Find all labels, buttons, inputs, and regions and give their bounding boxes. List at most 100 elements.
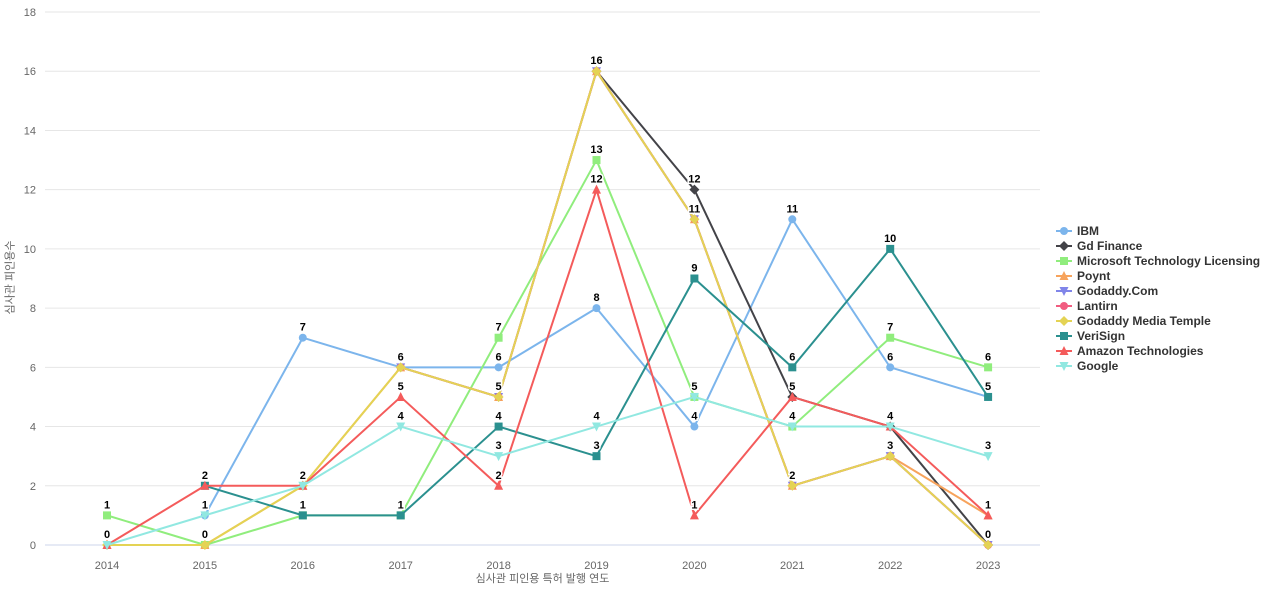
data-label: 2 — [789, 470, 795, 482]
legend-item-label: Microsoft Technology Licensing — [1077, 253, 1261, 268]
gd-finance-legend-marker-icon — [1056, 240, 1072, 251]
legend-item-google[interactable]: Google — [1056, 358, 1260, 373]
data-label: 5 — [789, 381, 795, 393]
data-label: 13 — [590, 144, 602, 156]
data-label: 5 — [691, 381, 697, 393]
series-marker-gd-finance — [689, 184, 700, 195]
x-tick-label: 2017 — [388, 560, 412, 572]
legend-item-label: Gd Finance — [1077, 238, 1143, 253]
legend-item-label: IBM — [1077, 223, 1099, 238]
legend-item-label: VeriSign — [1077, 328, 1126, 343]
series-marker-google — [494, 452, 504, 462]
y-tick-label: 18 — [24, 7, 36, 19]
data-label: 3 — [887, 440, 893, 452]
data-label: 0 — [985, 529, 991, 541]
data-label: 3 — [593, 440, 599, 452]
series-marker-godaddy-media-temple — [689, 214, 700, 225]
data-label: 4 — [887, 411, 894, 423]
series-marker-google — [298, 481, 308, 491]
series-line-microsoft-technology-licensing — [106, 159, 990, 546]
y-tick-label: 16 — [24, 66, 36, 78]
series-marker-ibm — [886, 363, 895, 372]
x-tick-label: 2018 — [486, 560, 510, 572]
data-label: 1 — [202, 499, 208, 511]
legend-item-label: Lantirn — [1077, 298, 1118, 313]
series-line-amazon-technologies — [106, 188, 990, 546]
legend-item-label: Godaddy Media Temple — [1077, 313, 1211, 328]
series-marker-ibm — [690, 422, 699, 431]
data-label: 4 — [691, 411, 698, 423]
godaddy-media-temple-legend-marker-icon — [1056, 315, 1072, 326]
series-marker-amazon-technologies — [592, 184, 601, 194]
series-marker-verisign — [592, 452, 601, 461]
legend-item-amazon-technologies[interactable]: Amazon Technologies — [1056, 343, 1260, 358]
legend-item-poynt[interactable]: Poynt — [1056, 268, 1260, 283]
legend-item-verisign[interactable]: VeriSign — [1056, 328, 1260, 343]
legend-item-gd-finance[interactable]: Gd Finance — [1056, 238, 1260, 253]
data-label: 5 — [398, 381, 404, 393]
series-marker-ibm — [788, 215, 797, 224]
legend-item-lantirn[interactable]: Lantirn — [1056, 298, 1260, 313]
data-label: 11 — [689, 203, 701, 215]
x-tick-label: 2014 — [95, 560, 119, 572]
legend-item-godaddy-com[interactable]: Godaddy.Com — [1056, 283, 1260, 298]
data-label: 7 — [496, 322, 502, 334]
google-legend-marker-icon — [1056, 361, 1072, 371]
poynt-legend-marker-icon — [1056, 270, 1072, 280]
series-marker-godaddy-media-temple — [885, 451, 896, 462]
series-marker-ibm — [298, 333, 307, 342]
ibm-legend-marker-icon — [1056, 226, 1072, 235]
x-axis-title: 심사관 피인용 특허 발행 연도 — [475, 573, 610, 585]
lantirn-legend-marker-icon — [1056, 301, 1072, 310]
data-label: 6 — [496, 351, 502, 363]
y-tick-label: 12 — [24, 185, 36, 197]
legend-item-microsoft-technology-licensing[interactable]: Microsoft Technology Licensing — [1056, 253, 1260, 268]
data-label: 2 — [300, 470, 306, 482]
series-marker-google — [102, 541, 112, 550]
data-label: 8 — [593, 292, 599, 304]
data-label: 0 — [202, 529, 208, 541]
data-label: 2 — [202, 470, 208, 482]
series-marker-verisign — [788, 363, 797, 372]
legend-item-label: Amazon Technologies — [1077, 343, 1204, 358]
data-label: 4 — [398, 411, 405, 423]
series-marker-amazon-technologies — [787, 391, 797, 401]
series-marker-godaddy-media-temple — [983, 540, 994, 550]
data-label: 4 — [593, 411, 600, 423]
series-line-verisign — [203, 247, 990, 517]
series-marker-microsoft-technology-licensing — [103, 511, 111, 520]
verisign-legend-marker-icon — [1056, 331, 1072, 340]
series-marker-godaddy-media-temple — [591, 66, 602, 77]
legend-item-label: Poynt — [1077, 268, 1111, 283]
y-tick-label: 0 — [30, 540, 36, 552]
series-marker-amazon-technologies — [396, 391, 406, 401]
series-marker-microsoft-technology-licensing — [592, 156, 601, 165]
godaddy-com-legend-marker-icon — [1056, 286, 1072, 296]
data-label: 1 — [300, 499, 306, 511]
legend: IBM Gd Finance Microsoft Technology Licens… — [1056, 223, 1260, 373]
series-marker-google — [787, 422, 797, 432]
legend-item-label: Google — [1077, 358, 1119, 373]
x-tick-label: 2022 — [878, 560, 902, 572]
data-label: 7 — [887, 322, 893, 334]
data-label: 1 — [104, 499, 110, 511]
data-label: 7 — [300, 322, 306, 334]
series-marker-godaddy-media-temple — [395, 362, 406, 373]
series-line-google — [106, 395, 990, 546]
data-label: 1 — [985, 499, 991, 511]
series-marker-amazon-technologies — [983, 510, 993, 520]
x-tick-label: 2015 — [193, 560, 217, 572]
x-tick-label: 2020 — [682, 560, 706, 572]
series-marker-google — [592, 422, 601, 432]
data-label: 3 — [496, 440, 502, 452]
data-label: 4 — [789, 411, 796, 423]
y-tick-label: 10 — [24, 244, 36, 256]
series-marker-microsoft-technology-licensing — [984, 363, 993, 372]
data-label: 5 — [496, 381, 502, 393]
series-marker-verisign — [494, 422, 503, 431]
series-marker-verisign — [690, 274, 699, 283]
legend-item-ibm[interactable]: IBM — [1056, 223, 1260, 238]
legend-item-godaddy-media-temple[interactable]: Godaddy Media Temple — [1056, 313, 1260, 328]
series-marker-godaddy-media-temple — [199, 540, 210, 550]
